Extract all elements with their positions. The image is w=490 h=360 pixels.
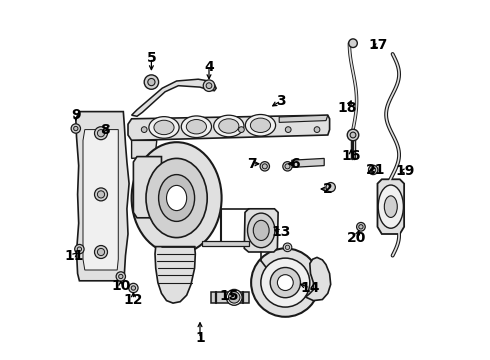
Ellipse shape [228, 292, 240, 303]
Ellipse shape [159, 175, 195, 221]
Ellipse shape [149, 117, 179, 138]
Ellipse shape [154, 120, 174, 135]
Polygon shape [83, 130, 118, 270]
Ellipse shape [214, 115, 244, 137]
Circle shape [148, 78, 155, 86]
Polygon shape [76, 112, 129, 281]
Circle shape [349, 39, 357, 48]
Circle shape [206, 83, 212, 89]
Text: 4: 4 [204, 60, 214, 73]
Polygon shape [279, 115, 328, 122]
Circle shape [116, 272, 125, 281]
Polygon shape [155, 247, 196, 303]
Ellipse shape [167, 185, 187, 211]
Ellipse shape [253, 220, 269, 240]
Circle shape [285, 164, 290, 169]
Circle shape [95, 127, 107, 140]
Circle shape [98, 130, 104, 137]
Text: 8: 8 [100, 123, 109, 136]
Ellipse shape [186, 120, 206, 134]
Circle shape [74, 244, 84, 254]
Text: 12: 12 [123, 293, 143, 306]
Circle shape [359, 225, 363, 229]
Circle shape [314, 127, 320, 132]
Text: 3: 3 [276, 94, 286, 108]
Circle shape [131, 286, 136, 290]
Ellipse shape [277, 275, 293, 291]
Text: 11: 11 [64, 249, 84, 262]
Circle shape [71, 124, 80, 133]
Text: 18: 18 [338, 101, 357, 115]
Polygon shape [377, 179, 404, 234]
Text: 9: 9 [71, 108, 81, 122]
Ellipse shape [245, 114, 275, 136]
Text: 10: 10 [111, 279, 130, 293]
Ellipse shape [251, 248, 319, 317]
Circle shape [368, 165, 378, 175]
Polygon shape [128, 115, 330, 140]
Ellipse shape [181, 116, 212, 138]
Text: 13: 13 [271, 225, 291, 239]
Ellipse shape [250, 118, 270, 132]
Polygon shape [202, 241, 248, 246]
Ellipse shape [132, 142, 221, 254]
Text: 19: 19 [395, 164, 415, 178]
Circle shape [129, 283, 138, 293]
Polygon shape [305, 257, 331, 301]
Text: 1: 1 [195, 332, 205, 345]
Ellipse shape [384, 196, 397, 217]
Polygon shape [132, 140, 157, 158]
Circle shape [370, 167, 376, 172]
Circle shape [262, 164, 268, 169]
Ellipse shape [270, 267, 300, 298]
Circle shape [357, 222, 365, 231]
Circle shape [283, 243, 292, 252]
Circle shape [260, 162, 270, 171]
Circle shape [98, 191, 104, 198]
Circle shape [119, 274, 123, 279]
Ellipse shape [219, 119, 239, 133]
Circle shape [285, 127, 291, 132]
Ellipse shape [247, 213, 275, 248]
Circle shape [203, 80, 215, 91]
Circle shape [283, 162, 292, 171]
Ellipse shape [146, 158, 207, 238]
Circle shape [95, 188, 107, 201]
Text: 15: 15 [219, 289, 239, 303]
Ellipse shape [261, 258, 310, 307]
Ellipse shape [378, 185, 403, 228]
Circle shape [144, 75, 159, 89]
Text: 6: 6 [291, 157, 300, 171]
Text: 7: 7 [247, 157, 257, 171]
Polygon shape [132, 79, 216, 116]
Polygon shape [292, 158, 324, 167]
Text: 16: 16 [342, 149, 361, 163]
Circle shape [285, 245, 290, 249]
Circle shape [74, 126, 78, 131]
Polygon shape [245, 209, 278, 252]
Circle shape [77, 247, 81, 251]
Text: 21: 21 [366, 163, 385, 177]
Circle shape [350, 132, 356, 138]
Text: 2: 2 [323, 182, 333, 196]
Circle shape [239, 127, 245, 132]
Text: 17: 17 [368, 38, 388, 52]
Polygon shape [211, 292, 248, 303]
Text: 20: 20 [347, 231, 367, 244]
Circle shape [98, 248, 104, 256]
Polygon shape [133, 157, 162, 218]
Circle shape [326, 183, 335, 192]
Circle shape [141, 127, 147, 132]
Circle shape [347, 129, 359, 141]
Ellipse shape [226, 289, 242, 305]
Text: 14: 14 [300, 281, 319, 295]
Circle shape [95, 246, 107, 258]
Text: 5: 5 [147, 51, 156, 64]
